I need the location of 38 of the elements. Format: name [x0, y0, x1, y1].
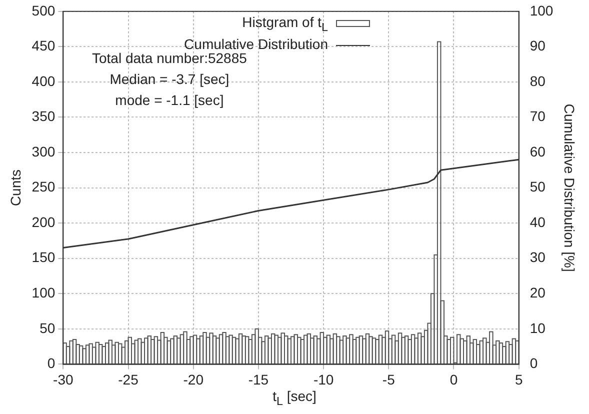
y2-tick-label: 60: [530, 143, 546, 160]
x-tick-label: 5: [514, 371, 523, 388]
x-tick-label: -25: [118, 371, 139, 388]
annotation: mode = -1.1 [sec]: [114, 91, 225, 110]
y-tick-label: 200: [32, 214, 56, 230]
y2-tick-label: 80: [530, 72, 546, 89]
y2-axis-title: Cumulative Distribution [%]: [562, 104, 578, 272]
x-tick-label: -10: [313, 371, 334, 388]
x-axis-title: t$_{L}$ [sec]: [272, 388, 318, 408]
x-tick-label: -30: [53, 371, 74, 388]
y2-tick-label: 70: [530, 108, 546, 124]
x-tick-label: -15: [248, 371, 269, 388]
x-tick-label: 0: [450, 371, 458, 388]
legend-label: Histgram of t$_{L}$: [242, 14, 328, 34]
y-tick-label: 150: [32, 249, 56, 266]
x-tick-label: -20: [183, 371, 204, 388]
x-tick-label: -5: [382, 371, 396, 388]
y-tick-label: 350: [32, 108, 56, 124]
y2-tick-label: 90: [530, 38, 546, 54]
y2-tick-label: 30: [530, 249, 546, 266]
y2-tick-label: 100: [530, 2, 554, 18]
y-tick-label: 100: [32, 284, 56, 300]
y-tick-label: 400: [32, 72, 56, 89]
y2-tick-label: 20: [530, 284, 546, 300]
legend-label: Cumulative Distribution: [184, 36, 328, 52]
y2-tick-label: 0: [530, 355, 538, 372]
y2-tick-label: 10: [530, 320, 546, 336]
y2-tick-label: 40: [530, 214, 546, 230]
annotation: Total data number:52885: [92, 50, 247, 68]
y-tick-label: 250: [32, 178, 56, 195]
y-tick-label: 50: [40, 320, 56, 336]
y-axis-title: Cunts: [7, 170, 24, 206]
annotation: Median = -3.7 [sec]: [108, 70, 230, 89]
y-tick-label: 450: [32, 38, 56, 54]
y-tick-label: 0: [47, 355, 56, 372]
y-tick-label: 500: [32, 2, 56, 18]
y2-tick-label: 50: [530, 178, 546, 195]
y-tick-label: 300: [32, 143, 56, 160]
